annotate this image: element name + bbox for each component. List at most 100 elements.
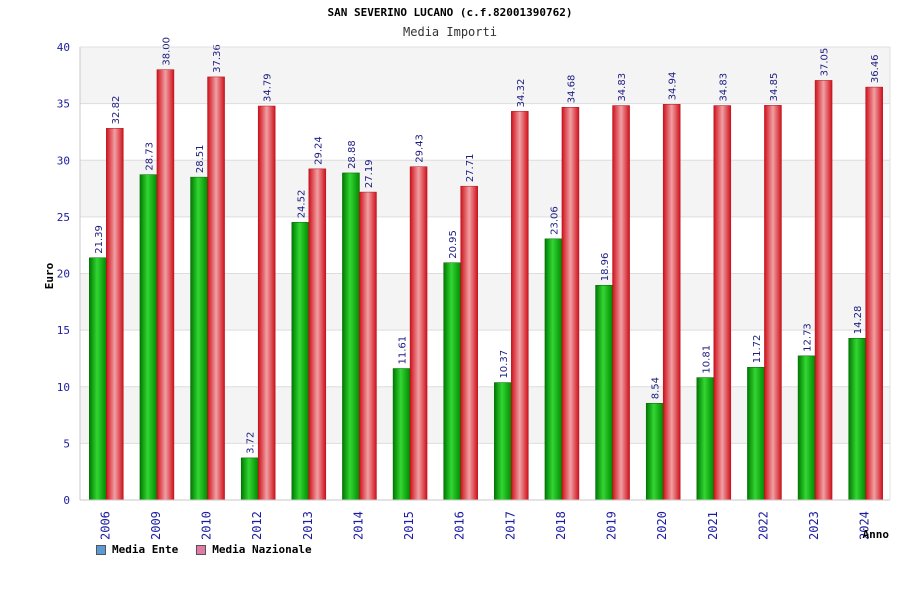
x-tick-label: 2021 (706, 511, 720, 540)
x-tick-label: 2022 (756, 511, 770, 540)
chart-title: SAN SEVERINO LUCANO (c.f.82001390762) (327, 6, 573, 19)
y-tick-label: 0 (63, 494, 70, 507)
bar-media-ente (595, 285, 613, 501)
y-tick-label: 30 (57, 154, 70, 167)
chart-subtitle: Media Importi (403, 25, 497, 39)
bar-media-ente (190, 176, 208, 501)
y-tick-label: 15 (57, 324, 70, 337)
x-tick-label: 2014 (351, 511, 365, 540)
data-label: 29.24 (313, 136, 324, 165)
y-tick-label: 20 (57, 268, 70, 281)
data-label: 34.85 (769, 73, 780, 102)
data-label: 10.81 (701, 345, 712, 374)
bar-media-ente (89, 257, 107, 501)
legend-item-media-nazionale: Media Nazionale (196, 543, 312, 556)
bar-media-ente (544, 238, 563, 501)
data-label: 28.88 (347, 140, 358, 169)
data-label: 10.37 (499, 350, 510, 379)
bar-media-nazionale (308, 168, 327, 501)
y-tick-label: 10 (57, 381, 70, 394)
legend-swatch-media-nazionale (196, 544, 207, 555)
data-label: 34.79 (263, 73, 274, 102)
data-label: 34.32 (516, 79, 527, 108)
bar-media-nazionale (257, 105, 276, 501)
data-label: 3.72 (246, 432, 257, 454)
data-label: 37.36 (212, 44, 223, 73)
bar-media-ente (494, 382, 512, 501)
legend-swatch-media-ente (96, 544, 106, 555)
bar-media-nazionale (106, 128, 124, 501)
bar-media-ente (139, 174, 158, 501)
bar-media-nazionale (409, 166, 428, 501)
data-label: 34.94 (668, 72, 679, 101)
x-tick-label: 2009 (149, 511, 163, 540)
bar-media-nazionale (511, 111, 529, 501)
y-tick-label: 25 (57, 211, 70, 224)
data-label: 32.82 (111, 96, 122, 125)
bar-media-ente (747, 367, 765, 501)
bar-media-ente (291, 222, 310, 501)
x-tick-label: 2017 (503, 511, 517, 540)
bar-media-nazionale (865, 86, 883, 501)
y-tick-label: 40 (57, 41, 70, 54)
data-label: 27.19 (364, 159, 375, 188)
bar-media-nazionale (814, 80, 833, 501)
data-label: 36.46 (870, 54, 881, 83)
y-axis-title: Euro (43, 262, 56, 289)
x-tick-label: 2018 (554, 511, 568, 540)
bar-media-nazionale (460, 185, 478, 501)
data-label: 14.28 (853, 306, 864, 335)
data-label: 34.83 (718, 73, 729, 102)
bar-media-nazionale (612, 105, 630, 501)
bars (89, 69, 883, 501)
x-axis-title: Anno (863, 528, 890, 541)
bar-media-ente (392, 368, 411, 501)
bar-media-ente (696, 377, 715, 501)
bar-media-nazionale (764, 105, 782, 501)
data-label: 21.39 (94, 225, 105, 254)
data-label: 11.72 (752, 335, 763, 364)
data-label: 34.68 (566, 75, 577, 104)
data-label: 38.00 (161, 37, 172, 66)
x-tick-label: 2019 (605, 511, 619, 540)
bar-media-nazionale (207, 76, 225, 501)
legend: Media Ente Media Nazionale (96, 543, 312, 556)
data-label: 37.05 (820, 48, 831, 77)
x-tick-label: 2006 (98, 511, 112, 540)
bar-media-ente (848, 338, 866, 501)
data-label: 27.71 (465, 154, 476, 183)
data-label: 29.43 (415, 134, 426, 163)
x-tick-label: 2023 (807, 511, 821, 540)
data-label: 18.96 (600, 253, 611, 282)
data-label: 20.95 (448, 230, 459, 259)
data-label: 24.52 (296, 190, 307, 219)
data-label: 11.61 (398, 336, 409, 365)
data-label: 8.54 (651, 377, 662, 399)
x-tick-label: 2012 (250, 511, 264, 540)
legend-label-media-nazionale: Media Nazionale (212, 543, 312, 556)
bar-media-ente (645, 403, 664, 501)
bar-media-nazionale (561, 106, 580, 501)
bar-media-ente (342, 172, 360, 501)
data-labels: 21.39 32.82 28.73 38.00 28.51 37.36 3.72 34.79 2… (94, 37, 881, 454)
bar-media-ente (443, 262, 461, 501)
x-tick-label: 2010 (200, 511, 214, 540)
bar-media-nazionale (156, 69, 175, 501)
y-tick-label: 5 (63, 437, 70, 450)
legend-item-media-ente: Media Ente (96, 543, 178, 556)
x-tick-label: 2013 (301, 511, 315, 540)
data-label: 28.51 (195, 144, 206, 173)
x-tick-label: 2016 (453, 511, 467, 540)
data-label: 23.06 (549, 206, 560, 235)
x-tick-label: 2020 (655, 511, 669, 540)
axes: 0 5 10 15 20 25 30 35 40 2006 2009 2010 2012 2013 2014… (57, 41, 891, 540)
bar-media-ente (240, 457, 259, 501)
bar-media-ente (797, 355, 816, 501)
data-label: 28.73 (144, 142, 155, 171)
y-tick-label: 35 (57, 98, 70, 111)
bar-media-nazionale (662, 104, 681, 501)
x-tick-label: 2015 (402, 511, 416, 540)
bar-media-nazionale (713, 105, 732, 501)
x-tick-label: 2024 (858, 511, 872, 540)
